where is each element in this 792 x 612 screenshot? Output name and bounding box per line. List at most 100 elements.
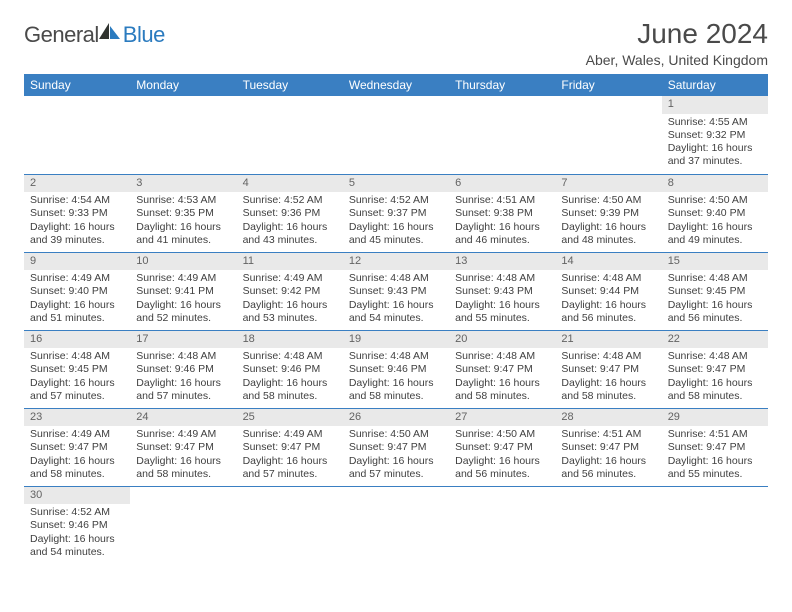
day-body: Sunrise: 4:48 AMSunset: 9:43 PMDaylight:…	[343, 270, 449, 329]
day-body: Sunrise: 4:48 AMSunset: 9:45 PMDaylight:…	[24, 348, 130, 407]
day-body: Sunrise: 4:48 AMSunset: 9:43 PMDaylight:…	[449, 270, 555, 329]
calendar-cell: 7Sunrise: 4:50 AMSunset: 9:39 PMDaylight…	[555, 174, 661, 252]
day-number: 10	[130, 253, 236, 271]
logo-sail-icon	[99, 23, 121, 41]
calendar-body: 1Sunrise: 4:55 AMSunset: 9:32 PMDaylight…	[24, 96, 768, 564]
calendar-cell: 9Sunrise: 4:49 AMSunset: 9:40 PMDaylight…	[24, 252, 130, 330]
day-number: 11	[237, 253, 343, 271]
day-body: Sunrise: 4:49 AMSunset: 9:47 PMDaylight:…	[237, 426, 343, 485]
calendar-cell: 17Sunrise: 4:48 AMSunset: 9:46 PMDayligh…	[130, 330, 236, 408]
day-body: Sunrise: 4:51 AMSunset: 9:47 PMDaylight:…	[555, 426, 661, 485]
page-subtitle: Aber, Wales, United Kingdom	[586, 52, 768, 68]
day-body: Sunrise: 4:55 AMSunset: 9:32 PMDaylight:…	[662, 114, 768, 173]
day-number: 3	[130, 175, 236, 193]
day-body: Sunrise: 4:48 AMSunset: 9:46 PMDaylight:…	[130, 348, 236, 407]
day-body: Sunrise: 4:49 AMSunset: 9:47 PMDaylight:…	[24, 426, 130, 485]
day-header: Friday	[555, 74, 661, 96]
page: General Blue June 2024 Aber, Wales, Unit…	[0, 0, 792, 564]
calendar-cell	[449, 96, 555, 174]
day-number: 24	[130, 409, 236, 427]
day-number: 30	[24, 487, 130, 505]
calendar-cell: 8Sunrise: 4:50 AMSunset: 9:40 PMDaylight…	[662, 174, 768, 252]
calendar-cell: 28Sunrise: 4:51 AMSunset: 9:47 PMDayligh…	[555, 408, 661, 486]
day-number: 29	[662, 409, 768, 427]
calendar-cell: 13Sunrise: 4:48 AMSunset: 9:43 PMDayligh…	[449, 252, 555, 330]
logo-text-general: General	[24, 22, 99, 48]
calendar-cell: 10Sunrise: 4:49 AMSunset: 9:41 PMDayligh…	[130, 252, 236, 330]
day-body: Sunrise: 4:48 AMSunset: 9:45 PMDaylight:…	[662, 270, 768, 329]
day-number: 4	[237, 175, 343, 193]
calendar-cell	[130, 486, 236, 564]
calendar-cell	[343, 96, 449, 174]
day-number: 13	[449, 253, 555, 271]
day-number: 26	[343, 409, 449, 427]
calendar-cell: 18Sunrise: 4:48 AMSunset: 9:46 PMDayligh…	[237, 330, 343, 408]
calendar-cell	[662, 486, 768, 564]
day-body: Sunrise: 4:50 AMSunset: 9:40 PMDaylight:…	[662, 192, 768, 251]
calendar-cell: 5Sunrise: 4:52 AMSunset: 9:37 PMDaylight…	[343, 174, 449, 252]
calendar-cell: 30Sunrise: 4:52 AMSunset: 9:46 PMDayligh…	[24, 486, 130, 564]
day-body: Sunrise: 4:50 AMSunset: 9:39 PMDaylight:…	[555, 192, 661, 251]
day-body: Sunrise: 4:52 AMSunset: 9:36 PMDaylight:…	[237, 192, 343, 251]
day-body: Sunrise: 4:48 AMSunset: 9:47 PMDaylight:…	[555, 348, 661, 407]
day-number: 17	[130, 331, 236, 349]
day-number: 7	[555, 175, 661, 193]
day-header: Saturday	[662, 74, 768, 96]
day-body: Sunrise: 4:48 AMSunset: 9:46 PMDaylight:…	[237, 348, 343, 407]
calendar-cell: 11Sunrise: 4:49 AMSunset: 9:42 PMDayligh…	[237, 252, 343, 330]
day-body: Sunrise: 4:48 AMSunset: 9:47 PMDaylight:…	[449, 348, 555, 407]
day-number: 25	[237, 409, 343, 427]
calendar-cell: 26Sunrise: 4:50 AMSunset: 9:47 PMDayligh…	[343, 408, 449, 486]
calendar-cell	[449, 486, 555, 564]
day-body: Sunrise: 4:52 AMSunset: 9:37 PMDaylight:…	[343, 192, 449, 251]
day-number: 23	[24, 409, 130, 427]
calendar-cell: 27Sunrise: 4:50 AMSunset: 9:47 PMDayligh…	[449, 408, 555, 486]
day-number: 20	[449, 331, 555, 349]
day-header: Thursday	[449, 74, 555, 96]
calendar-cell	[237, 486, 343, 564]
day-header: Monday	[130, 74, 236, 96]
day-number: 19	[343, 331, 449, 349]
title-block: June 2024 Aber, Wales, United Kingdom	[586, 18, 768, 68]
calendar-cell	[555, 96, 661, 174]
day-body: Sunrise: 4:49 AMSunset: 9:42 PMDaylight:…	[237, 270, 343, 329]
calendar-cell: 21Sunrise: 4:48 AMSunset: 9:47 PMDayligh…	[555, 330, 661, 408]
day-number: 9	[24, 253, 130, 271]
day-body: Sunrise: 4:49 AMSunset: 9:47 PMDaylight:…	[130, 426, 236, 485]
calendar-cell: 14Sunrise: 4:48 AMSunset: 9:44 PMDayligh…	[555, 252, 661, 330]
calendar-cell: 6Sunrise: 4:51 AMSunset: 9:38 PMDaylight…	[449, 174, 555, 252]
calendar-cell: 4Sunrise: 4:52 AMSunset: 9:36 PMDaylight…	[237, 174, 343, 252]
day-number: 22	[662, 331, 768, 349]
page-title: June 2024	[586, 18, 768, 50]
day-body: Sunrise: 4:50 AMSunset: 9:47 PMDaylight:…	[343, 426, 449, 485]
calendar-cell: 16Sunrise: 4:48 AMSunset: 9:45 PMDayligh…	[24, 330, 130, 408]
day-header: Wednesday	[343, 74, 449, 96]
day-number: 16	[24, 331, 130, 349]
day-number: 12	[343, 253, 449, 271]
calendar-cell: 12Sunrise: 4:48 AMSunset: 9:43 PMDayligh…	[343, 252, 449, 330]
day-number: 18	[237, 331, 343, 349]
calendar-cell: 22Sunrise: 4:48 AMSunset: 9:47 PMDayligh…	[662, 330, 768, 408]
day-number: 21	[555, 331, 661, 349]
calendar-cell	[343, 486, 449, 564]
day-header: Sunday	[24, 74, 130, 96]
calendar-table: SundayMondayTuesdayWednesdayThursdayFrid…	[24, 74, 768, 564]
day-body: Sunrise: 4:48 AMSunset: 9:44 PMDaylight:…	[555, 270, 661, 329]
day-header: Tuesday	[237, 74, 343, 96]
calendar-cell: 1Sunrise: 4:55 AMSunset: 9:32 PMDaylight…	[662, 96, 768, 174]
day-body: Sunrise: 4:48 AMSunset: 9:47 PMDaylight:…	[662, 348, 768, 407]
day-body: Sunrise: 4:49 AMSunset: 9:40 PMDaylight:…	[24, 270, 130, 329]
calendar-cell: 23Sunrise: 4:49 AMSunset: 9:47 PMDayligh…	[24, 408, 130, 486]
day-number: 1	[662, 96, 768, 114]
day-number: 14	[555, 253, 661, 271]
day-body: Sunrise: 4:51 AMSunset: 9:38 PMDaylight:…	[449, 192, 555, 251]
calendar-cell	[237, 96, 343, 174]
day-number: 27	[449, 409, 555, 427]
calendar-cell: 25Sunrise: 4:49 AMSunset: 9:47 PMDayligh…	[237, 408, 343, 486]
calendar-cell: 15Sunrise: 4:48 AMSunset: 9:45 PMDayligh…	[662, 252, 768, 330]
day-number: 6	[449, 175, 555, 193]
day-body: Sunrise: 4:53 AMSunset: 9:35 PMDaylight:…	[130, 192, 236, 251]
calendar-cell: 24Sunrise: 4:49 AMSunset: 9:47 PMDayligh…	[130, 408, 236, 486]
day-number: 2	[24, 175, 130, 193]
day-number: 28	[555, 409, 661, 427]
